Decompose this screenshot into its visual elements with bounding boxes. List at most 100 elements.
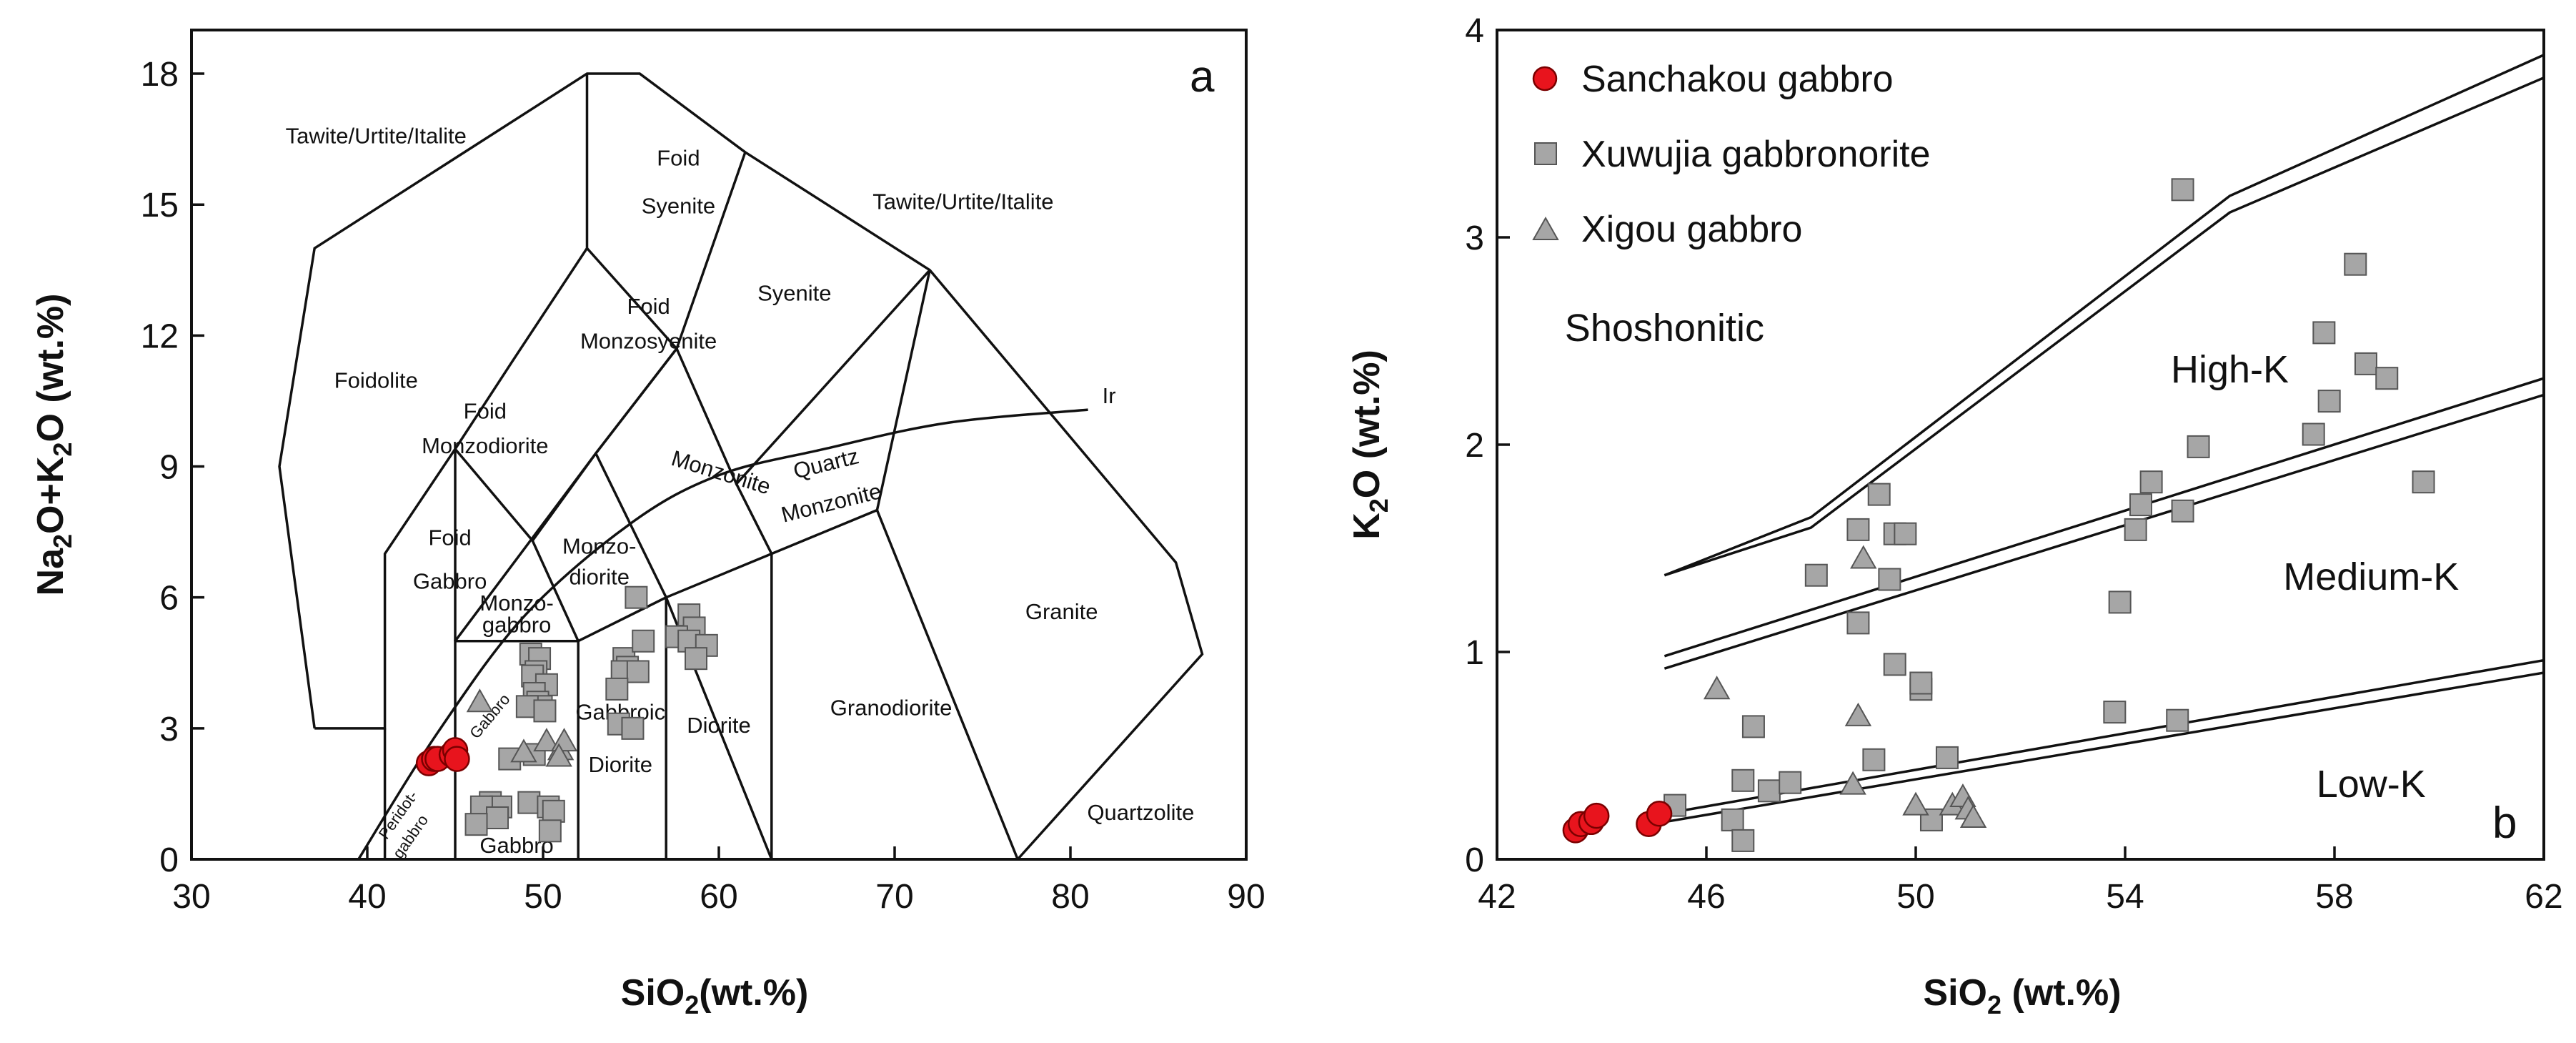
y-tick-label: 4 <box>1465 12 1484 50</box>
y-tick-label: 18 <box>141 56 179 94</box>
y-tick-label: 6 <box>159 580 179 618</box>
y-tick-label: 2 <box>1465 427 1484 465</box>
field-label-f17: Diorite <box>687 713 751 738</box>
point-sanchakou <box>1583 802 1610 829</box>
y-tick-label: 1 <box>1465 634 1484 672</box>
field-label-f9: Monzodiorite <box>422 433 548 458</box>
panel-b-data-points <box>1562 178 2435 852</box>
point-xigou <box>1839 771 1866 795</box>
x-tick-label: 70 <box>875 878 913 916</box>
x-tick-label: 40 <box>348 878 386 916</box>
point-xuwujia <box>2103 701 2127 724</box>
rotated-label-r2: Monzonite <box>779 478 884 528</box>
field-label-f0: Tawite/Urtite/Italite <box>286 124 467 149</box>
point-xuwujia <box>1731 829 1755 852</box>
field-label-f8: Foid <box>464 398 507 423</box>
point-xuwujia <box>2171 499 2194 523</box>
point-xigou <box>510 738 537 763</box>
field-label-g0: Shoshonitic <box>1565 307 1764 350</box>
point-xuwujia <box>1867 483 1891 506</box>
boundary-line <box>675 269 931 487</box>
panel-a-tas-diagram: a Tawite/Urtite/Italite Foid Syenite Tawite… <box>30 29 1265 1019</box>
point-xuwujia <box>2108 590 2132 614</box>
boundary-line <box>531 540 580 642</box>
legend-label-xuwujia: Xuwujia gabbronorite <box>1581 134 1931 175</box>
legend-marker-square <box>1534 142 1557 165</box>
point-xigou <box>1703 676 1731 700</box>
point-xuwujia <box>632 629 655 653</box>
boundary-line <box>1664 76 2545 577</box>
point-xuwujia <box>1804 563 1828 587</box>
field-label-g3: Low-K <box>2317 763 2426 806</box>
point-xuwujia <box>2312 321 2336 345</box>
x-tick-label: 80 <box>1051 878 1089 916</box>
point-xuwujia <box>1741 715 1765 738</box>
point-xuwujia <box>2129 493 2152 517</box>
legend-marker-circle <box>1532 66 1558 92</box>
x-tick-label: 58 <box>2315 878 2353 916</box>
y-tick-label: 0 <box>159 841 179 879</box>
y-tick-label: 3 <box>159 711 179 748</box>
boundary-line <box>1664 671 2545 824</box>
field-label-f3: Tawite/Urtite/Italite <box>872 189 1053 214</box>
panel-b-x-axis-label: SiO2 (wt.%) <box>1923 972 2121 1019</box>
boundary-line <box>454 247 679 543</box>
field-label-f2: Syenite <box>642 193 715 218</box>
boundary-line <box>278 72 1204 861</box>
point-xuwujia <box>538 819 562 843</box>
point-xuwujia <box>1779 771 1802 794</box>
field-label-f20: Diorite <box>588 752 652 777</box>
legend-marker-triangle <box>1532 216 1559 240</box>
point-xuwujia <box>2187 435 2210 458</box>
point-xuwujia <box>2171 178 2194 202</box>
point-xuwujia <box>2124 518 2147 541</box>
field-label-f23: Ir <box>1103 383 1116 408</box>
point-xigou <box>1902 791 1929 816</box>
x-tick-label: 50 <box>1896 878 1934 916</box>
field-label-g2: Medium-K <box>2283 555 2459 598</box>
panel-a-y-axis-label: Na2O+K2O (wt.%) <box>30 294 77 596</box>
legend-item-xigou: Xigou gabbro <box>1532 209 1802 250</box>
boundary-line <box>1664 658 2545 815</box>
point-xigou <box>1959 804 1987 828</box>
legend-item-xuwujia: Xuwujia gabbronorite <box>1534 134 1931 175</box>
point-sanchakou <box>444 746 470 772</box>
point-xuwujia <box>542 799 565 823</box>
x-tick-label: 62 <box>2525 878 2562 916</box>
point-xigou <box>545 743 572 767</box>
panel-b-ticks: 42 46 50 54 58 62 0 1 2 3 4 <box>1465 12 2562 916</box>
y-tick-label: 9 <box>159 449 179 487</box>
point-xuwujia <box>2317 390 2341 413</box>
panel-a-ticks: 30 40 50 60 70 80 90 0 3 6 9 12 15 18 <box>141 56 1265 916</box>
point-xuwujia <box>1883 653 1906 676</box>
legend-label-xigou: Xigou gabbro <box>1581 209 1802 250</box>
point-xuwujia <box>1862 748 1886 771</box>
field-label-g1: High-K <box>2171 348 2289 391</box>
field-label-f11: Gabbro <box>413 568 487 593</box>
x-tick-label: 30 <box>172 878 210 916</box>
panel-a-letter: a <box>1190 52 1215 102</box>
point-xuwujia <box>486 806 509 829</box>
point-xuwujia <box>1721 808 1744 831</box>
panel-a-x-axis-label: SiO2(wt.%) <box>621 972 809 1019</box>
field-label-f10: Foid <box>428 525 471 550</box>
point-xuwujia <box>2302 422 2325 446</box>
field-label-f5: Monzosyenite <box>580 329 717 354</box>
point-xuwujia <box>685 647 708 671</box>
point-xuwujia <box>2139 470 2163 494</box>
point-xuwujia <box>2375 367 2399 390</box>
point-xuwujia <box>621 716 645 740</box>
boundary-line <box>735 483 773 555</box>
point-xuwujia <box>2354 352 2377 375</box>
x-tick-label: 60 <box>700 878 737 916</box>
point-xuwujia <box>605 677 629 701</box>
x-tick-label: 50 <box>524 878 562 916</box>
boundary-line <box>454 347 678 642</box>
point-xuwujia <box>2344 252 2367 276</box>
point-xuwujia <box>1935 746 1959 769</box>
x-tick-label: 90 <box>1227 878 1265 916</box>
legend-label-sanchakou: Sanchakou gabbro <box>1581 59 1894 100</box>
rotated-label-r3: Gabbro <box>466 691 513 742</box>
field-label-f18: Granodiorite <box>830 696 953 721</box>
field-label-f4: Foid <box>627 294 670 319</box>
